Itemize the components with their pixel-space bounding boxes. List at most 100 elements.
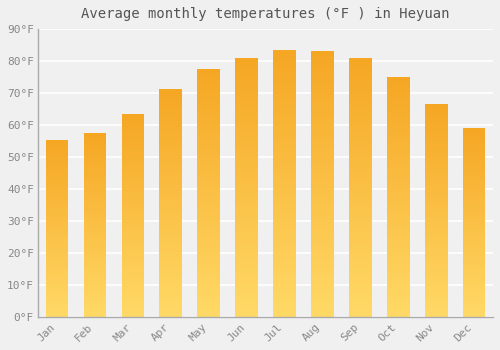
Bar bbox=[273, 240, 296, 241]
Bar bbox=[462, 167, 485, 168]
Bar bbox=[122, 114, 144, 115]
Bar bbox=[349, 242, 372, 244]
Bar bbox=[160, 176, 182, 177]
Bar bbox=[122, 206, 144, 208]
Bar bbox=[462, 199, 485, 200]
Bar bbox=[236, 175, 258, 176]
Bar bbox=[236, 276, 258, 277]
Bar bbox=[273, 129, 296, 130]
Bar bbox=[236, 79, 258, 80]
Bar bbox=[462, 146, 485, 147]
Bar bbox=[425, 199, 448, 200]
Bar bbox=[387, 143, 409, 145]
Bar bbox=[236, 228, 258, 229]
Bar bbox=[46, 141, 68, 142]
Bar bbox=[160, 158, 182, 159]
Bar bbox=[425, 138, 448, 139]
Bar bbox=[311, 263, 334, 264]
Bar bbox=[122, 169, 144, 170]
Bar bbox=[387, 161, 409, 162]
Bar bbox=[84, 223, 106, 224]
Bar bbox=[273, 218, 296, 220]
Bar bbox=[273, 288, 296, 289]
Bar bbox=[273, 166, 296, 168]
Bar bbox=[425, 237, 448, 238]
Bar bbox=[349, 176, 372, 177]
Bar bbox=[236, 203, 258, 204]
Bar bbox=[425, 167, 448, 168]
Bar bbox=[198, 314, 220, 315]
Bar bbox=[462, 315, 485, 316]
Bar bbox=[160, 267, 182, 268]
Bar bbox=[198, 242, 220, 243]
Bar bbox=[273, 303, 296, 304]
Bar bbox=[122, 197, 144, 198]
Bar bbox=[236, 120, 258, 121]
Bar bbox=[122, 269, 144, 270]
Bar bbox=[462, 271, 485, 272]
Bar bbox=[46, 254, 68, 256]
Bar bbox=[46, 223, 68, 224]
Bar bbox=[236, 216, 258, 218]
Bar bbox=[311, 233, 334, 235]
Bar bbox=[425, 189, 448, 190]
Bar bbox=[84, 158, 106, 159]
Bar bbox=[198, 193, 220, 195]
Bar bbox=[84, 251, 106, 252]
Bar bbox=[273, 141, 296, 142]
Bar bbox=[387, 290, 409, 291]
Bar bbox=[160, 117, 182, 118]
Bar bbox=[462, 139, 485, 140]
Bar bbox=[236, 114, 258, 115]
Bar bbox=[387, 313, 409, 314]
Bar bbox=[160, 272, 182, 273]
Bar bbox=[387, 254, 409, 255]
Bar bbox=[160, 104, 182, 105]
Bar bbox=[425, 300, 448, 301]
Bar bbox=[46, 224, 68, 225]
Bar bbox=[425, 315, 448, 316]
Bar bbox=[311, 193, 334, 195]
Bar bbox=[349, 297, 372, 298]
Bar bbox=[160, 237, 182, 238]
Bar bbox=[311, 83, 334, 84]
Bar bbox=[273, 184, 296, 185]
Bar bbox=[84, 315, 106, 316]
Bar bbox=[84, 168, 106, 169]
Bar bbox=[160, 250, 182, 251]
Bar bbox=[198, 147, 220, 149]
Bar bbox=[46, 243, 68, 244]
Bar bbox=[84, 307, 106, 308]
Bar bbox=[349, 314, 372, 315]
Bar bbox=[311, 69, 334, 71]
Bar bbox=[236, 237, 258, 238]
Bar bbox=[160, 224, 182, 225]
Bar bbox=[462, 169, 485, 170]
Bar bbox=[387, 85, 409, 87]
Bar bbox=[84, 312, 106, 313]
Bar bbox=[198, 264, 220, 265]
Bar bbox=[122, 191, 144, 193]
Bar bbox=[311, 120, 334, 121]
Bar bbox=[273, 70, 296, 71]
Bar bbox=[236, 263, 258, 264]
Bar bbox=[349, 263, 372, 264]
Bar bbox=[349, 106, 372, 107]
Bar bbox=[462, 223, 485, 224]
Bar bbox=[462, 212, 485, 214]
Bar bbox=[84, 136, 106, 137]
Bar bbox=[387, 193, 409, 194]
Bar bbox=[46, 275, 68, 276]
Bar bbox=[349, 254, 372, 255]
Bar bbox=[46, 179, 68, 180]
Bar bbox=[387, 221, 409, 223]
Bar bbox=[46, 242, 68, 243]
Bar bbox=[425, 172, 448, 173]
Bar bbox=[425, 150, 448, 151]
Bar bbox=[311, 272, 334, 273]
Bar bbox=[311, 284, 334, 286]
Bar bbox=[349, 204, 372, 206]
Bar bbox=[46, 178, 68, 179]
Bar bbox=[198, 239, 220, 240]
Bar bbox=[462, 308, 485, 309]
